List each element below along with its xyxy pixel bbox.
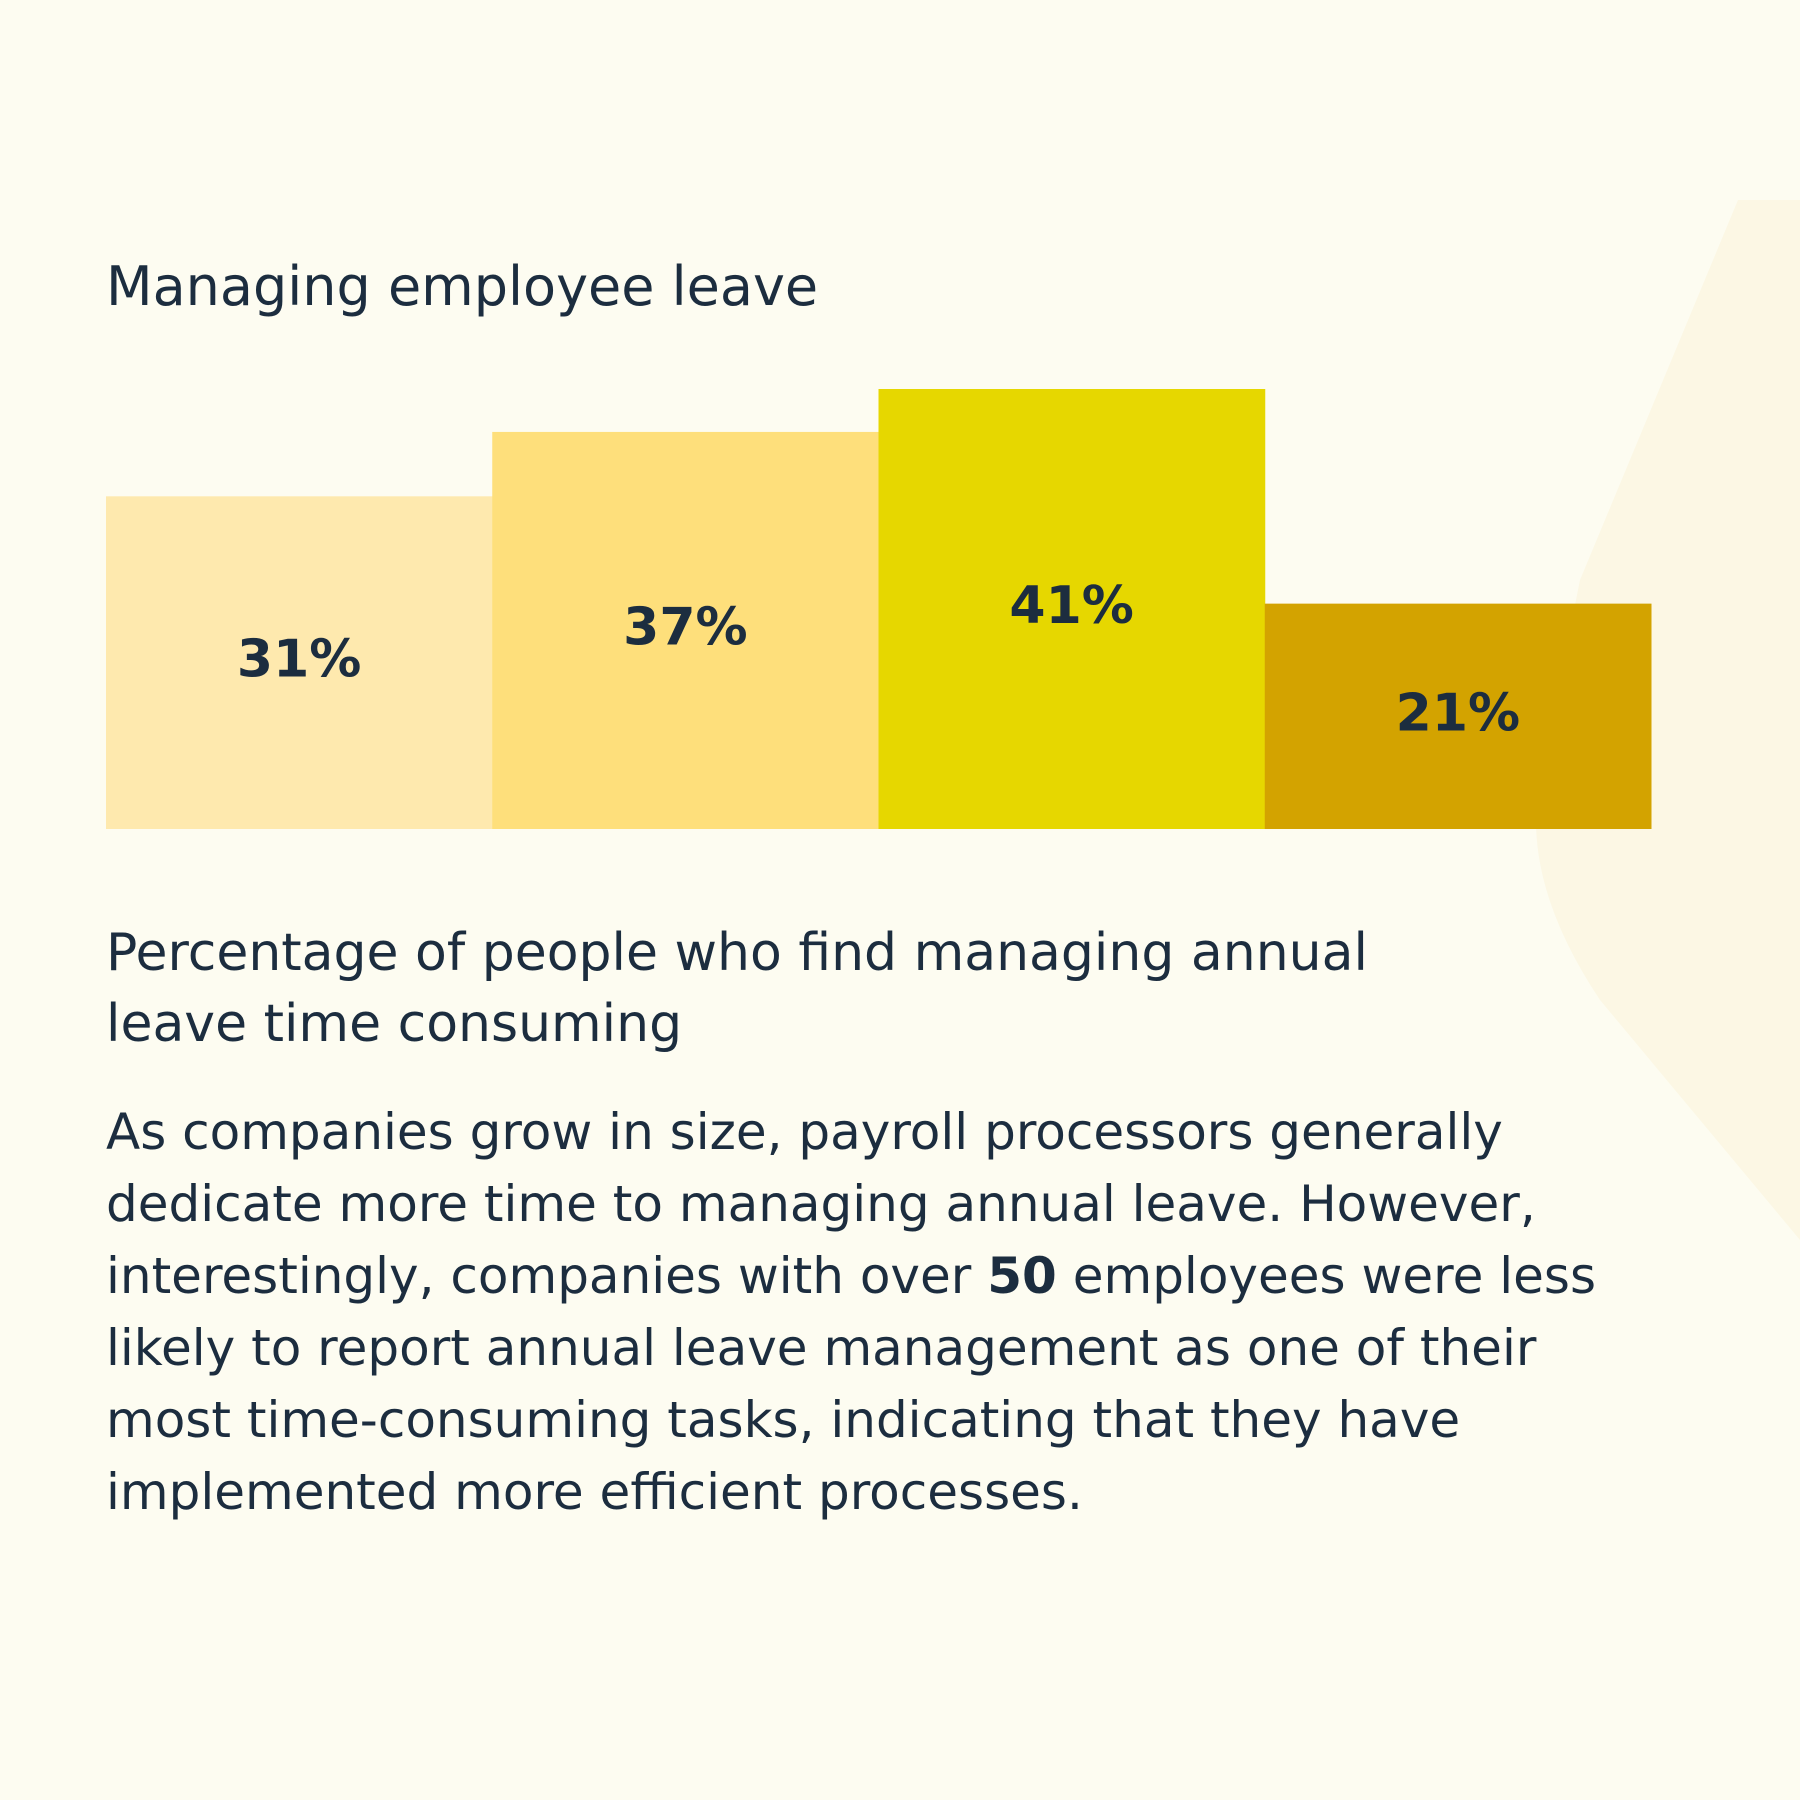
bar: [878, 389, 1266, 829]
description: As companies grow in size, payroll proce…: [106, 1096, 1666, 1528]
data-label: 21%: [1396, 683, 1520, 743]
bar: [106, 496, 493, 829]
text-run: employees were less likely to report ann…: [106, 1247, 1596, 1521]
bar: [492, 431, 879, 829]
bar: [1264, 603, 1652, 829]
chart: 31% 37% 41% 21%: [106, 389, 1652, 829]
bold-text: 50: [987, 1247, 1057, 1305]
chart-subtitle: Percentage of people who find managing a…: [106, 923, 1368, 1054]
chart-title: Managing employee leave: [106, 255, 819, 318]
text-run: As companies grow in size, payroll proce…: [106, 1103, 1536, 1305]
decor-shape: [1536, 200, 1800, 1240]
data-label: 31%: [237, 630, 361, 690]
data-label: 41%: [1009, 576, 1133, 636]
data-label: 37%: [623, 597, 747, 657]
